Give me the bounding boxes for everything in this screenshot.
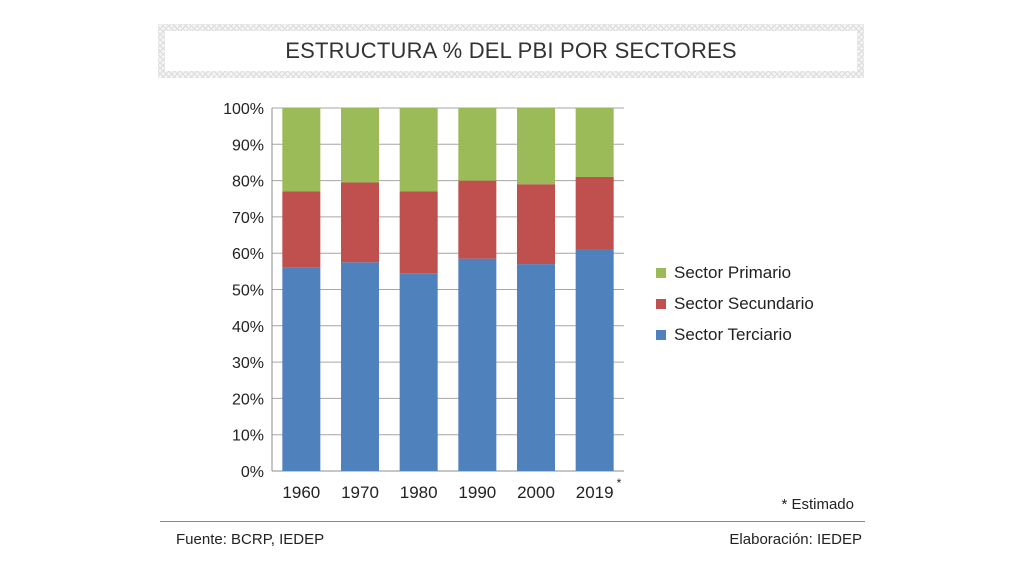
bar-segment (575, 249, 614, 471)
y-tick-label: 80% (232, 174, 264, 191)
legend-swatch-terciario (656, 329, 666, 340)
x-tick-label: 1970 (341, 483, 379, 502)
bar-segment (399, 273, 438, 471)
legend-item-secundario: Sector Secundario (656, 288, 814, 319)
bar-segment (517, 264, 555, 471)
y-tick-label: 40% (232, 319, 264, 336)
x-tick-mark: * (617, 476, 622, 490)
legend-label-secundario: Sector Secundario (674, 293, 814, 313)
legend: Sector Primario Sector Secundario Sector… (656, 257, 814, 350)
bar-segment (282, 108, 321, 192)
y-tick-label: 20% (232, 391, 264, 408)
x-tick-label: 1960 (282, 483, 320, 502)
y-tick-label: 90% (232, 137, 264, 154)
bar-segment (341, 182, 379, 263)
bar-segment (282, 191, 321, 268)
legend-swatch-primario (656, 267, 666, 278)
x-tick-label: 2000 (517, 483, 555, 502)
footer-divider (160, 521, 865, 522)
y-tick-label: 100% (223, 101, 264, 118)
y-tick-label: 60% (232, 246, 264, 263)
legend-item-primario: Sector Primario (656, 257, 814, 288)
bar-segment (341, 262, 379, 471)
bar-segment (575, 108, 614, 177)
y-tick-label: 10% (232, 428, 264, 445)
bar-segment (399, 108, 438, 192)
bar-segment (458, 180, 497, 259)
y-tick-label: 30% (232, 355, 264, 372)
bar-segment (517, 184, 555, 265)
legend-label-primario: Sector Primario (674, 262, 792, 282)
footer-credit: Elaboración: IEDEP (729, 531, 862, 548)
x-tick-label: 2019 (576, 483, 614, 502)
y-tick-label: 50% (232, 283, 264, 300)
y-tick-label: 70% (232, 210, 264, 227)
legend-swatch-secundario (656, 298, 666, 309)
bar-segment (458, 108, 497, 181)
bar-segment (282, 267, 321, 471)
x-tick-label: 1980 (400, 483, 438, 502)
y-tick-label: 0% (241, 464, 264, 481)
bar-segment (399, 191, 438, 274)
legend-label-terciario: Sector Terciario (674, 324, 792, 344)
estimate-note: * Estimado (781, 496, 854, 513)
title-box: ESTRUCTURA % DEL PBI POR SECTORES (158, 24, 864, 78)
bar-segment (517, 108, 555, 185)
footer-source: Fuente: BCRP, IEDEP (176, 531, 325, 548)
bar-segment (341, 108, 379, 183)
legend-item-terciario: Sector Terciario (656, 319, 814, 350)
bar-segment (575, 176, 614, 250)
bar-segment (458, 258, 497, 471)
chart-title: ESTRUCTURA % DEL PBI POR SECTORES (165, 31, 857, 71)
x-tick-label: 1990 (458, 483, 496, 502)
